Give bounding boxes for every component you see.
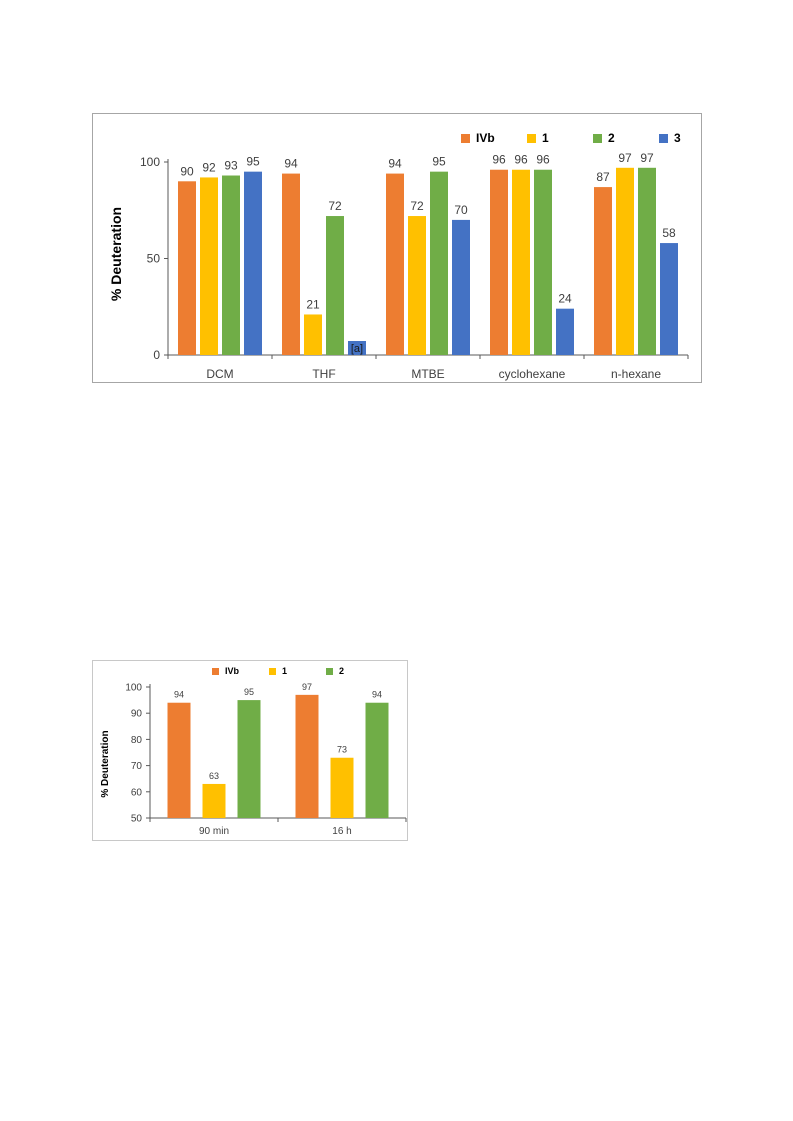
bar — [512, 169, 530, 355]
data-label: 94 — [388, 157, 402, 171]
legend-label: IVb — [225, 666, 240, 676]
data-label: 97 — [302, 682, 312, 692]
bar — [534, 169, 552, 355]
y-tick-label: 0 — [153, 348, 160, 362]
x-category-label: DCM — [206, 367, 233, 381]
bar — [295, 694, 319, 818]
data-label: 95 — [244, 687, 254, 697]
data-label: 96 — [514, 153, 528, 167]
bar — [430, 171, 448, 355]
y-tick-label: 80 — [131, 735, 143, 746]
data-label: 95 — [432, 155, 446, 169]
legend-label: 2 — [339, 666, 344, 676]
y-tick-label: 50 — [147, 252, 161, 266]
data-label: 95 — [246, 155, 260, 169]
bar — [282, 173, 300, 355]
x-category-label: THF — [312, 367, 335, 381]
bar — [556, 308, 574, 355]
y-axis-label: % Deuteration — [108, 207, 124, 301]
data-label: 96 — [536, 153, 550, 167]
y-tick-label: 70 — [131, 761, 143, 772]
legend-swatch — [461, 134, 470, 143]
data-label: 92 — [202, 160, 216, 174]
x-category-label: n-hexane — [611, 367, 661, 381]
y-tick-label: 60 — [131, 787, 143, 798]
legend-swatch — [212, 668, 219, 675]
bar — [167, 702, 191, 818]
legend-label: IVb — [476, 131, 495, 145]
annotation-label: [a] — [351, 343, 363, 355]
bar — [616, 167, 634, 355]
data-label: 97 — [618, 151, 632, 165]
legend-swatch — [527, 134, 536, 143]
bar — [386, 173, 404, 355]
bar — [304, 314, 322, 355]
time-chart-plot: % Deuteration 50 60 70 80 90 100 90 min 94 63 95 1… — [100, 666, 407, 837]
x-category-label: 16 h — [332, 826, 351, 837]
annotation-box — [348, 341, 366, 355]
legend-swatch — [593, 134, 602, 143]
data-label: 24 — [558, 292, 572, 306]
time-deuteration-chart: % Deuteration 50 60 70 80 90 100 90 min 94 63 95 1… — [92, 660, 408, 841]
data-label: 73 — [337, 745, 347, 755]
bar — [490, 169, 508, 355]
data-label: 94 — [174, 690, 184, 700]
legend-label: 2 — [608, 131, 615, 145]
legend-label: 1 — [542, 131, 549, 145]
bar — [408, 216, 426, 355]
y-tick-label: 50 — [131, 814, 143, 825]
bar — [202, 783, 226, 818]
y-tick-label: 100 — [125, 683, 142, 694]
bar — [660, 243, 678, 355]
data-label: 63 — [209, 771, 219, 781]
bar — [326, 216, 344, 355]
legend-swatch — [659, 134, 668, 143]
bar — [237, 700, 261, 818]
data-label: 97 — [640, 151, 654, 165]
data-label: 87 — [596, 170, 610, 184]
data-label: 94 — [284, 157, 298, 171]
bar — [222, 175, 240, 355]
data-label: 72 — [328, 199, 342, 213]
data-label: 70 — [454, 203, 468, 217]
bar — [365, 702, 389, 818]
solvent-deuteration-chart: % Deuteration 0 50 100 DCM 90 92 93 95 THF 94 21 72… — [92, 113, 702, 383]
x-category-label: MTBE — [411, 367, 444, 381]
y-axis-label: % Deuteration — [100, 730, 111, 797]
x-category-label: cyclohexane — [499, 367, 566, 381]
bar — [594, 187, 612, 355]
data-label: 90 — [180, 164, 194, 178]
y-tick-label: 100 — [140, 155, 160, 169]
data-label: 72 — [410, 199, 424, 213]
data-label: 96 — [492, 153, 506, 167]
bar — [452, 219, 470, 355]
legend-swatch — [326, 668, 333, 675]
data-label: 58 — [662, 226, 676, 240]
y-tick-label: 90 — [131, 709, 143, 720]
bar — [330, 757, 354, 818]
data-label: 93 — [224, 159, 238, 173]
bar — [200, 177, 218, 355]
legend-label: 3 — [674, 131, 681, 145]
data-label: 21 — [306, 297, 320, 311]
x-category-label: 90 min — [199, 826, 229, 837]
data-label: 94 — [372, 690, 382, 700]
legend-swatch — [269, 668, 276, 675]
bar — [244, 171, 262, 355]
bar — [178, 181, 196, 355]
legend-label: 1 — [282, 666, 287, 676]
bar — [638, 167, 656, 355]
